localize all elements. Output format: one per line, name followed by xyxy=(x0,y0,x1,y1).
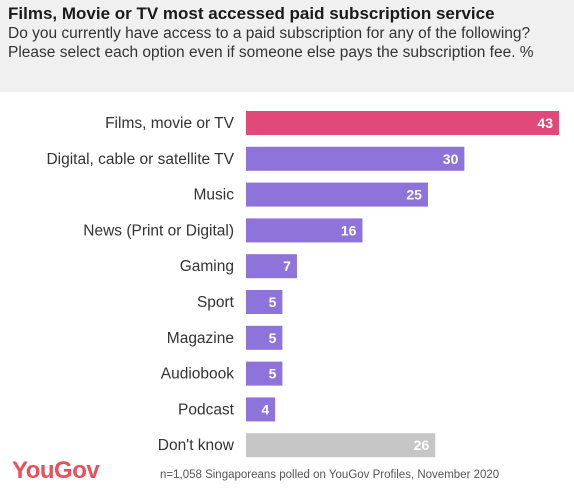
bar-audiobook xyxy=(246,361,283,386)
chart-title: Films, Movie or TV most accessed paid su… xyxy=(8,4,495,23)
value-label-audiobook: 5 xyxy=(269,366,277,382)
category-label-music: Music xyxy=(194,187,235,204)
category-label-magazine: Magazine xyxy=(167,330,234,347)
bar-sport xyxy=(246,290,283,314)
value-label-gaming: 7 xyxy=(283,258,291,274)
bar-digital-cable-or-satellite-tv xyxy=(246,146,465,171)
sample-footnote: n=1,058 Singaporeans polled on YouGov Pr… xyxy=(160,469,500,481)
bar-gaming xyxy=(246,254,297,279)
bar-don-t-know xyxy=(246,433,436,458)
category-label-films-movie-or-tv: Films, movie or TV xyxy=(105,115,235,132)
chart-subtitle: Do you currently have access to a paid s… xyxy=(8,25,534,61)
value-label-news-print-or-digital: 16 xyxy=(341,222,357,238)
category-label-sport: Sport xyxy=(197,294,235,311)
category-label-audiobook: Audiobook xyxy=(161,366,235,383)
category-label-news-print-or-digital: News (Print or Digital) xyxy=(83,222,234,239)
value-label-don-t-know: 26 xyxy=(414,437,430,453)
bar-films-movie-or-tv xyxy=(246,111,559,135)
value-label-podcast: 4 xyxy=(261,401,269,417)
value-label-sport: 5 xyxy=(269,294,277,310)
bar-news-print-or-digital xyxy=(246,218,363,243)
bar-magazine xyxy=(246,325,283,350)
value-label-digital-cable-or-satellite-tv: 30 xyxy=(443,151,459,167)
category-label-don-t-know: Don't know xyxy=(158,437,235,454)
value-label-magazine: 5 xyxy=(269,330,277,346)
value-label-music: 25 xyxy=(406,187,422,203)
category-label-gaming: Gaming xyxy=(180,258,234,275)
category-label-podcast: Podcast xyxy=(178,401,235,418)
bar-podcast xyxy=(246,397,276,422)
bar-music xyxy=(246,182,428,207)
chart-header: Films, Movie or TV most accessed paid su… xyxy=(0,0,574,92)
yougov-logo: YouGov xyxy=(12,457,100,484)
value-label-films-movie-or-tv: 43 xyxy=(537,115,553,131)
category-label-digital-cable-or-satellite-tv: Digital, cable or satellite TV xyxy=(46,151,234,168)
bar-chart: Films, movie or TV 43 Digital, cable or sa… xyxy=(46,111,559,458)
